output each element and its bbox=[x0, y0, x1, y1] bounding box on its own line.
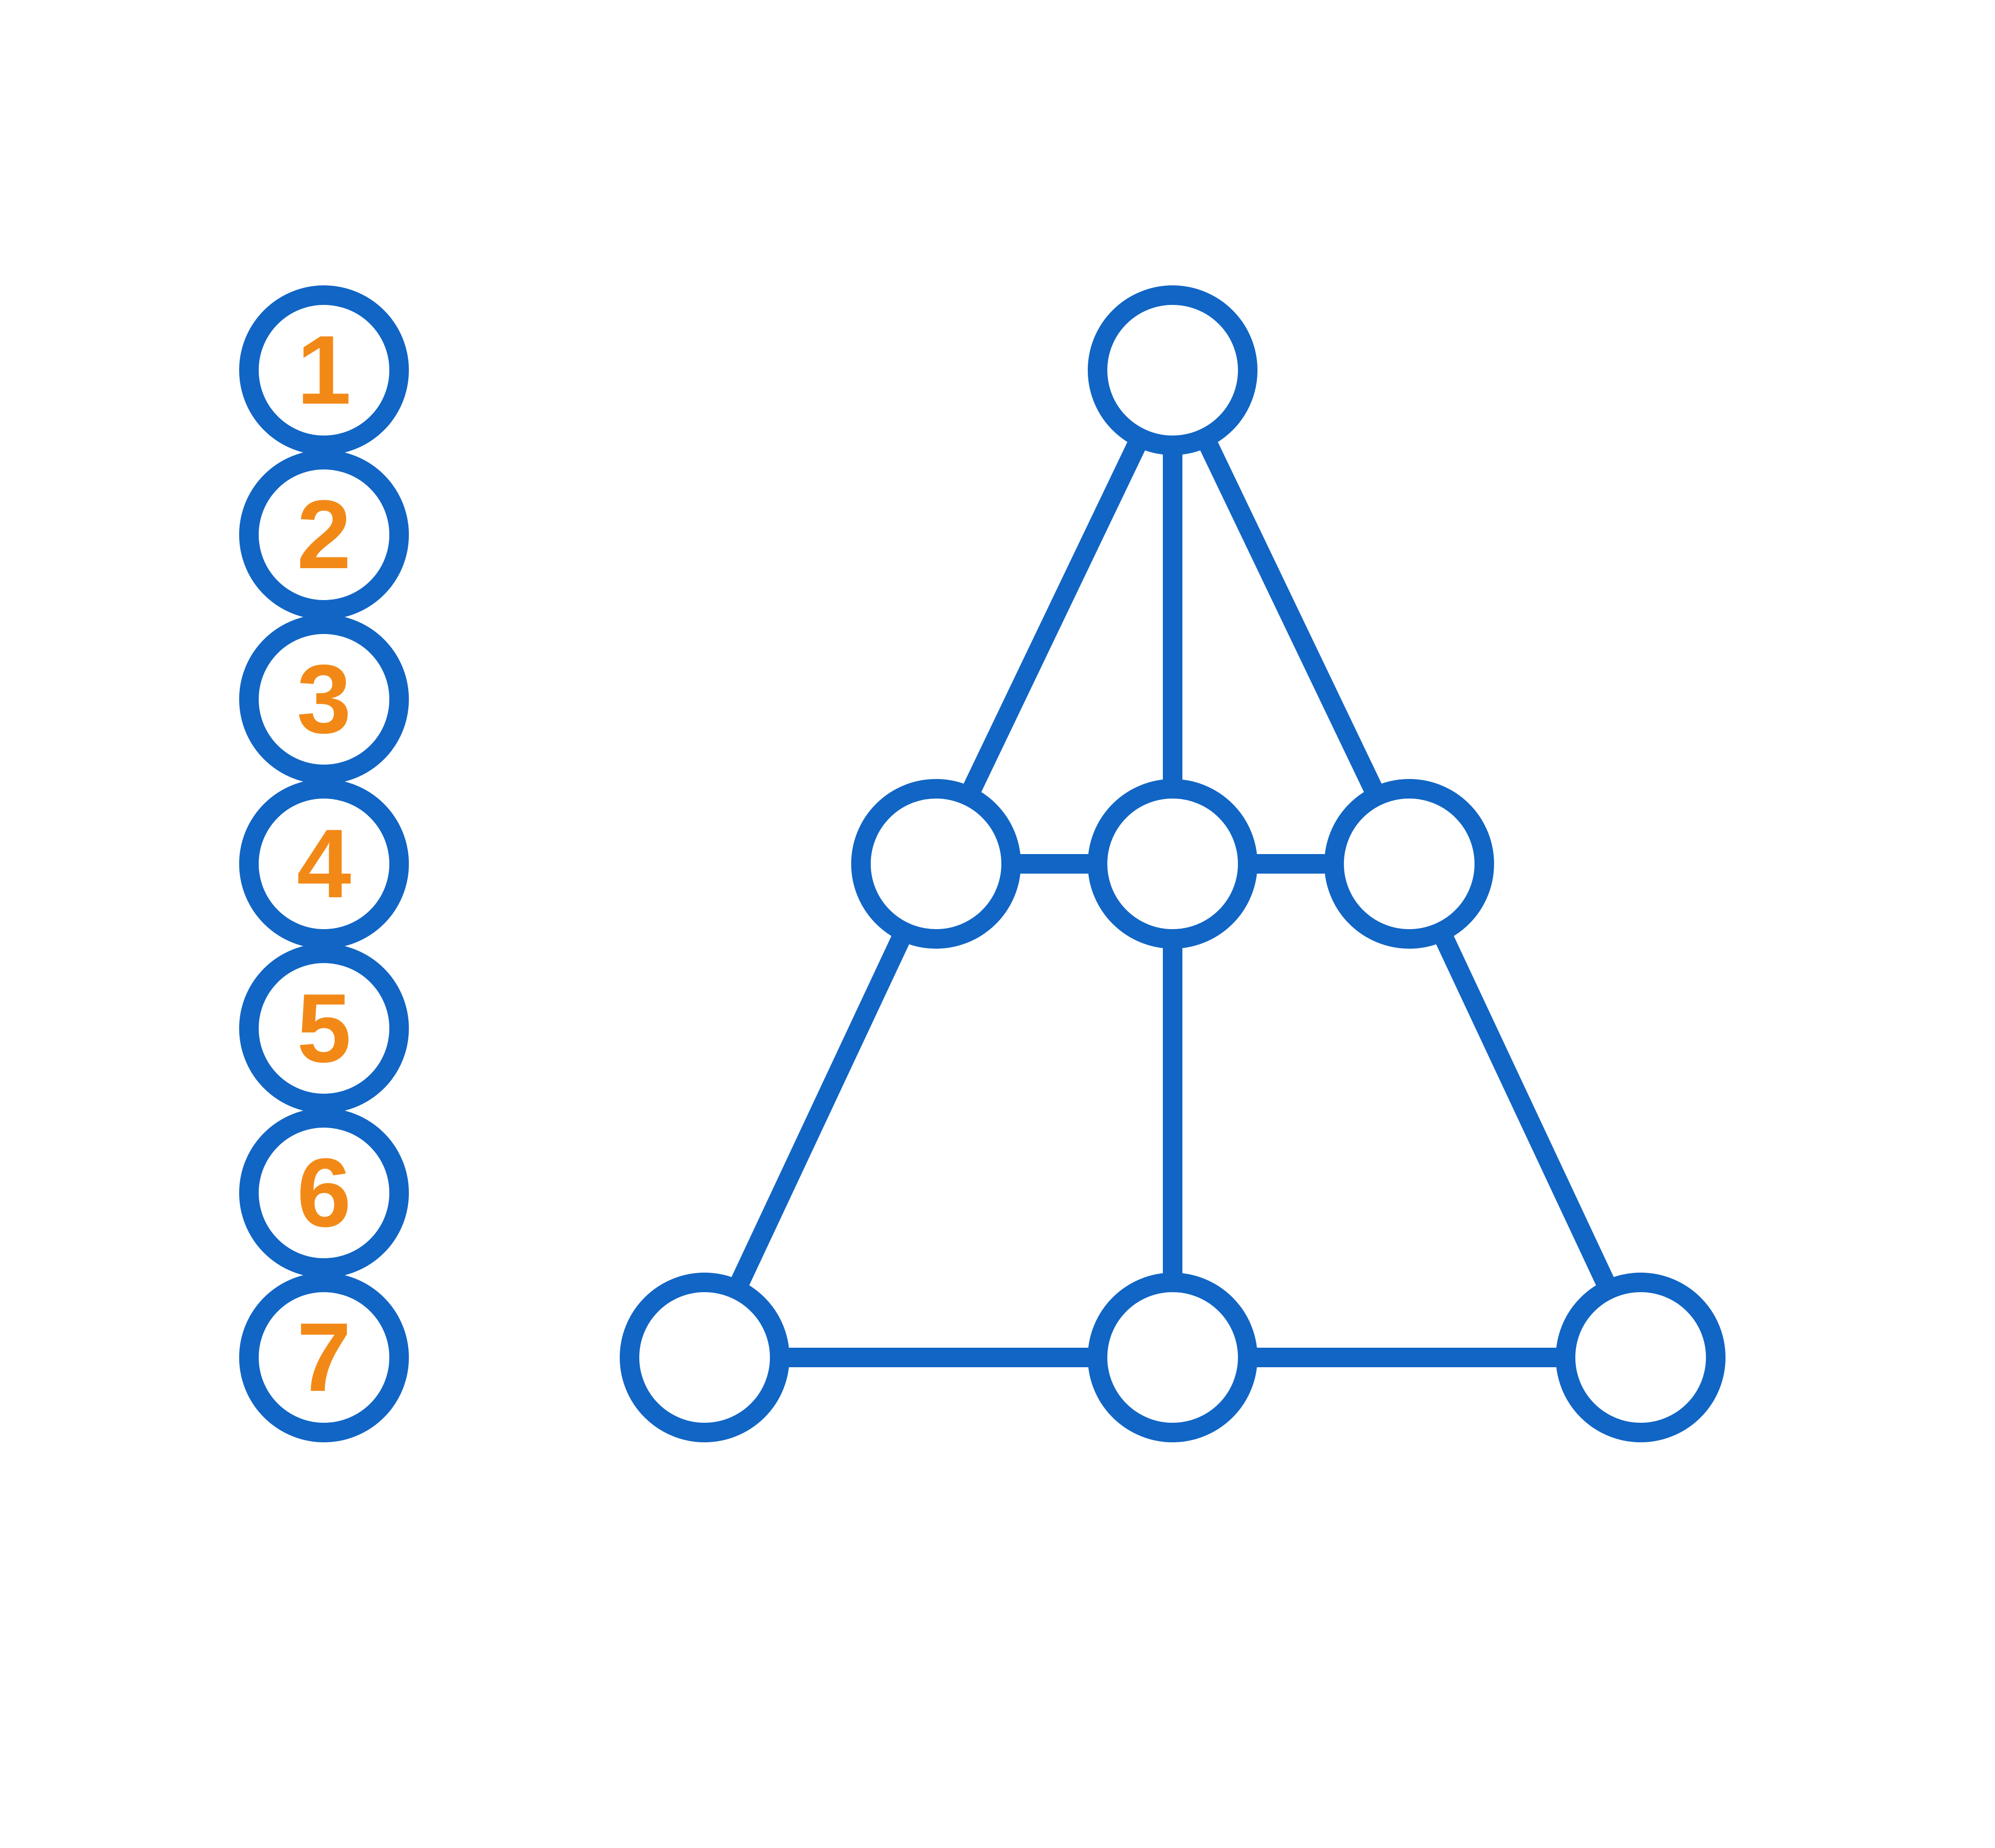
graph-node-botR bbox=[1566, 1282, 1716, 1433]
graph-node-midR bbox=[1334, 789, 1484, 939]
column-label-1: 1 bbox=[297, 316, 351, 425]
graph-node-botL bbox=[630, 1282, 780, 1433]
column-label-2: 2 bbox=[297, 480, 351, 589]
graph-node-botC bbox=[1098, 1282, 1248, 1433]
column-label-3: 3 bbox=[297, 645, 351, 754]
column-label-5: 5 bbox=[297, 974, 351, 1083]
graph-node-top bbox=[1098, 295, 1248, 445]
column-label-7: 7 bbox=[297, 1303, 351, 1412]
numbered-column: 1 2 3 4 5 6 7 bbox=[249, 295, 399, 1433]
graph-node-midC bbox=[1098, 789, 1248, 939]
diagram-canvas: 1 2 3 4 5 6 7 bbox=[0, 0, 1995, 1848]
column-label-4: 4 bbox=[297, 809, 351, 918]
graph-node-midL bbox=[861, 789, 1011, 939]
column-label-6: 6 bbox=[297, 1138, 351, 1247]
